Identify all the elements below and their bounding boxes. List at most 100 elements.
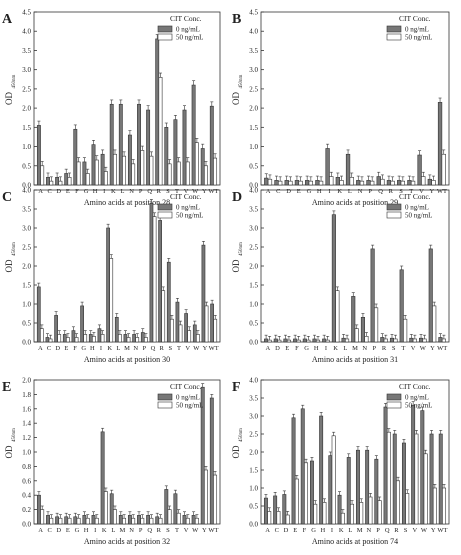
bar-control xyxy=(166,261,171,343)
bar-control xyxy=(109,103,114,186)
bar-treated xyxy=(58,517,63,525)
x-tick-label: K xyxy=(107,345,112,352)
bar-control xyxy=(274,180,279,186)
bar-treated xyxy=(85,173,90,186)
x-tick-label: N xyxy=(366,527,371,534)
x-axis-label: Amino acids at position 31 xyxy=(312,355,398,364)
bar-control xyxy=(360,316,365,343)
legend-title: CIT Conc. xyxy=(170,14,202,23)
bar-treated xyxy=(340,512,345,525)
bar-control xyxy=(132,334,136,343)
bar-control xyxy=(401,442,406,525)
bar-treated xyxy=(393,338,398,343)
y-tick-label: 0.0 xyxy=(22,182,31,190)
bar-treated xyxy=(185,161,190,186)
bar-control xyxy=(82,161,87,186)
legend-swatch xyxy=(386,211,402,219)
legend-entry: 0 ng/mL xyxy=(405,204,429,212)
y-tick-label: 4.0 xyxy=(22,187,31,195)
x-tick-label: I xyxy=(328,188,330,195)
bar-treated xyxy=(405,493,410,525)
bar-treated xyxy=(364,335,369,343)
bar-control xyxy=(331,214,336,343)
x-tick-label: L xyxy=(116,345,120,352)
y-axis-label: OD xyxy=(4,445,14,458)
bar-treated xyxy=(423,453,428,525)
legend-swatch xyxy=(157,203,173,211)
bar-control xyxy=(137,103,141,186)
bar-treated xyxy=(213,318,218,343)
y-tick-label: 3.5 xyxy=(22,47,31,55)
x-tick-label: H xyxy=(320,527,325,534)
x-tick-label: G xyxy=(81,345,86,352)
x-tick-label: C xyxy=(47,188,51,195)
legend-entry: 50 ng/mL xyxy=(176,34,203,42)
bar-treated xyxy=(113,153,117,186)
bar-control xyxy=(312,338,317,343)
bar-treated xyxy=(318,180,324,186)
bar-control xyxy=(55,516,60,525)
bar-treated xyxy=(144,337,148,343)
panel-letter: A xyxy=(2,12,13,27)
bar-treated xyxy=(204,165,208,186)
bar-treated xyxy=(131,517,136,525)
x-tick-label: L xyxy=(348,188,352,195)
bar-control xyxy=(45,337,50,343)
bar-treated xyxy=(431,180,436,186)
bar-control xyxy=(146,109,151,186)
y-tick-label: 3.0 xyxy=(249,413,258,421)
x-tick-label: D xyxy=(56,527,61,534)
x-tick-label: D xyxy=(286,188,291,195)
bar-treated xyxy=(85,517,90,525)
bar-treated xyxy=(368,496,373,525)
legend-swatch xyxy=(386,401,402,409)
bar-treated xyxy=(276,511,281,525)
y-tick-label: 4.0 xyxy=(249,28,258,36)
bar-control xyxy=(409,337,414,343)
bar-treated xyxy=(359,502,364,525)
bar-control xyxy=(100,431,105,525)
bar-treated xyxy=(267,339,272,343)
x-tick-label: F xyxy=(303,527,307,534)
legend-entry: 50 ng/mL xyxy=(405,402,432,410)
bar-control xyxy=(291,417,296,525)
x-tick-label: P xyxy=(139,188,143,195)
y-tick-label: 4.0 xyxy=(249,187,258,195)
legend-swatch xyxy=(157,33,173,41)
bar-control xyxy=(46,515,50,525)
x-tick-label: M xyxy=(124,345,130,352)
x-tick-label: S xyxy=(404,527,408,534)
bar-treated xyxy=(339,180,344,186)
bar-control xyxy=(366,180,371,186)
bar-control xyxy=(106,227,110,343)
y-tick-label: 1.0 xyxy=(22,143,31,151)
x-tick-label: Y xyxy=(431,527,436,534)
y-tick-label: 3.5 xyxy=(249,47,258,55)
x-tick-label: Y xyxy=(430,345,435,352)
bar-control xyxy=(309,460,314,525)
x-tick-label: E xyxy=(293,527,297,534)
x-tick-label: D xyxy=(55,345,60,352)
x-tick-label: L xyxy=(111,527,115,534)
bar-control xyxy=(155,38,160,186)
bar-control xyxy=(428,248,433,343)
plot-frame xyxy=(260,11,450,186)
bar-treated xyxy=(67,517,72,525)
bar-treated xyxy=(178,324,183,343)
x-tick-label: M xyxy=(120,527,126,534)
x-tick-label: A xyxy=(265,527,270,534)
y-tick-label: 1.0 xyxy=(22,301,31,309)
y-tick-label: 1.0 xyxy=(249,143,258,151)
x-tick-label: A xyxy=(38,527,43,534)
y-tick-label: 0.6 xyxy=(22,477,31,485)
bar-control xyxy=(397,180,402,186)
bar-control xyxy=(71,330,76,343)
y-tick-label: 4.5 xyxy=(249,9,258,17)
x-tick-label: N xyxy=(362,345,367,352)
bar-treated xyxy=(306,339,311,343)
bar-treated xyxy=(331,435,336,525)
bar-treated xyxy=(167,509,172,525)
bar-treated xyxy=(94,517,99,525)
x-tick-label: Y xyxy=(429,188,434,195)
